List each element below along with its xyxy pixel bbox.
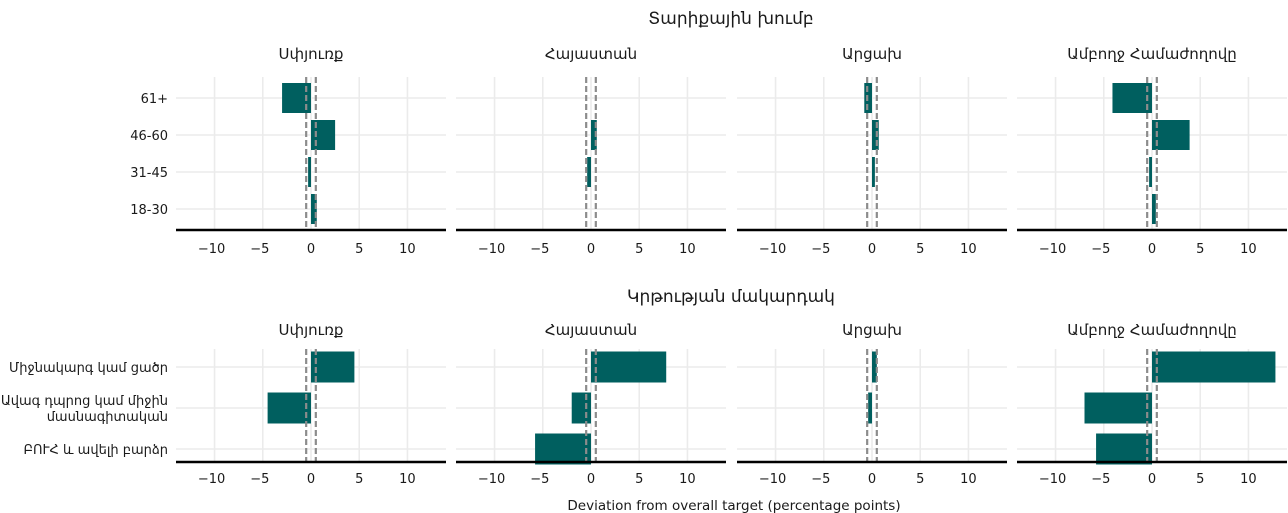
- x-tick-label: 0: [868, 472, 876, 487]
- y-category-label: Ավագ դպրոց կամ միջին մասնագիտական: [1, 394, 168, 425]
- bar: [1096, 433, 1152, 465]
- y-category-label-line: ԲՈՒՀ և ավելի բարձր: [24, 443, 168, 458]
- chart-panels: Տարիքային խումբ Սփյուռք −10 −5 0 5 10 Հայաստան −…: [1, 9, 1287, 487]
- x-tick-label: 0: [587, 472, 595, 487]
- bar: [571, 392, 591, 424]
- x-tick-label: −5: [811, 242, 830, 257]
- facet-title: Սփյուռք: [279, 45, 344, 63]
- x-tick-label: 0: [1148, 242, 1156, 257]
- x-axis-label: Deviation from overall target (percentag…: [567, 498, 900, 513]
- facet-panel: Ամբողջ Համաժողովը −10 −5 0 5 10: [1017, 45, 1287, 257]
- bar: [308, 157, 311, 187]
- x-tick-label: 10: [1240, 472, 1257, 487]
- y-category-label-line: մասնագիտական: [47, 410, 168, 425]
- x-tick-label: −10: [198, 472, 225, 487]
- bar: [587, 157, 591, 187]
- y-category-label: 31-45: [130, 166, 168, 181]
- facet-title: Արցախ: [842, 45, 902, 63]
- bar: [1152, 194, 1156, 224]
- x-tick-label: 0: [1148, 472, 1156, 487]
- section-title: Կրթության մակարդակ: [627, 287, 835, 307]
- bar: [311, 351, 355, 383]
- x-tick-label: −5: [250, 242, 269, 257]
- y-category-label: 46-60: [130, 129, 168, 144]
- x-tick-label: 10: [960, 242, 977, 257]
- y-category-label-line: 31-45: [130, 166, 168, 181]
- bar: [311, 120, 336, 150]
- x-tick-label: −5: [811, 472, 830, 487]
- y-category-label: ԲՈՒՀ և ավելի բարձր: [24, 443, 168, 458]
- facet-panel: Արցախ −10 −5 0 5 10: [737, 45, 1007, 257]
- y-category-label-line: Միջնակարգ կամ ցածր: [9, 361, 168, 376]
- facet-panel: Արցախ −10 −5 0 5 10: [737, 321, 1007, 487]
- x-tick-label: −10: [1039, 242, 1066, 257]
- x-tick-label: 5: [635, 242, 643, 257]
- bar: [1084, 392, 1152, 424]
- x-tick-label: 5: [355, 472, 363, 487]
- x-tick-label: −5: [1091, 472, 1110, 487]
- y-category-label-line: 18-30: [130, 203, 168, 218]
- bar: [535, 433, 591, 465]
- x-tick-label: 10: [399, 472, 416, 487]
- y-category-label-line: 61+: [141, 92, 168, 107]
- x-tick-label: −10: [478, 472, 505, 487]
- bar: [1149, 157, 1152, 187]
- x-tick-label: 10: [960, 472, 977, 487]
- x-tick-label: −10: [759, 242, 786, 257]
- bar: [872, 157, 875, 187]
- facet-panel: Հայաստան −10 −5 0 5 10: [456, 321, 726, 487]
- facet-title: Արցախ: [842, 321, 902, 339]
- x-tick-label: 5: [1196, 472, 1204, 487]
- facet-panel: Սփյուռք −10 −5 0 5 10: [176, 321, 446, 487]
- bar: [868, 392, 872, 424]
- bar: [311, 194, 317, 224]
- x-tick-label: −5: [530, 472, 549, 487]
- section-title: Տարիքային խումբ: [648, 9, 813, 29]
- bar: [1152, 120, 1190, 150]
- x-tick-label: 10: [679, 242, 696, 257]
- panel-group-1: Տարիքային խումբ Սփյուռք −10 −5 0 5 10 Հայաստան −…: [130, 9, 1287, 257]
- bar: [1112, 83, 1152, 113]
- x-tick-label: 0: [307, 242, 315, 257]
- bar: [591, 120, 597, 150]
- facet-title: Ամբողջ Համաժողովը: [1067, 321, 1237, 339]
- y-category-label: Միջնակարգ կամ ցածր: [9, 361, 168, 376]
- facet-panel: Ամբողջ Համաժողովը −10 −5 0 5 10: [1017, 321, 1287, 487]
- bar: [267, 392, 311, 424]
- bar: [1152, 351, 1276, 383]
- x-tick-label: −10: [1039, 472, 1066, 487]
- facet-title: Հայաստան: [545, 45, 637, 63]
- x-tick-label: 5: [916, 242, 924, 257]
- y-category-label: 61+: [141, 92, 168, 107]
- facet-title: Սփյուռք: [279, 321, 344, 339]
- x-tick-label: 0: [868, 242, 876, 257]
- x-tick-label: 5: [635, 472, 643, 487]
- x-tick-label: 5: [1196, 242, 1204, 257]
- y-category-label: 18-30: [130, 203, 168, 218]
- bar: [872, 120, 879, 150]
- facet-panel: Սփյուռք −10 −5 0 5 10: [176, 45, 446, 257]
- y-category-label-line: Ավագ դպրոց կամ միջին: [1, 394, 168, 409]
- x-tick-label: 10: [679, 472, 696, 487]
- x-tick-label: −5: [1091, 242, 1110, 257]
- bar: [591, 351, 667, 383]
- facet-panel: Հայաստան −10 −5 0 5 10: [456, 45, 726, 257]
- x-tick-label: −10: [198, 242, 225, 257]
- x-tick-label: −10: [759, 472, 786, 487]
- x-tick-label: −5: [530, 242, 549, 257]
- x-tick-label: 0: [307, 472, 315, 487]
- facet-title: Հայաստան: [545, 321, 637, 339]
- x-tick-label: 5: [355, 242, 363, 257]
- x-tick-label: 5: [916, 472, 924, 487]
- x-tick-label: −5: [250, 472, 269, 487]
- x-tick-label: 10: [1240, 242, 1257, 257]
- y-category-label-line: 46-60: [130, 129, 168, 144]
- bar: [872, 351, 877, 383]
- x-tick-label: 0: [587, 242, 595, 257]
- x-tick-label: 10: [399, 242, 416, 257]
- x-tick-label: −10: [478, 242, 505, 257]
- facet-title: Ամբողջ Համաժողովը: [1067, 45, 1237, 63]
